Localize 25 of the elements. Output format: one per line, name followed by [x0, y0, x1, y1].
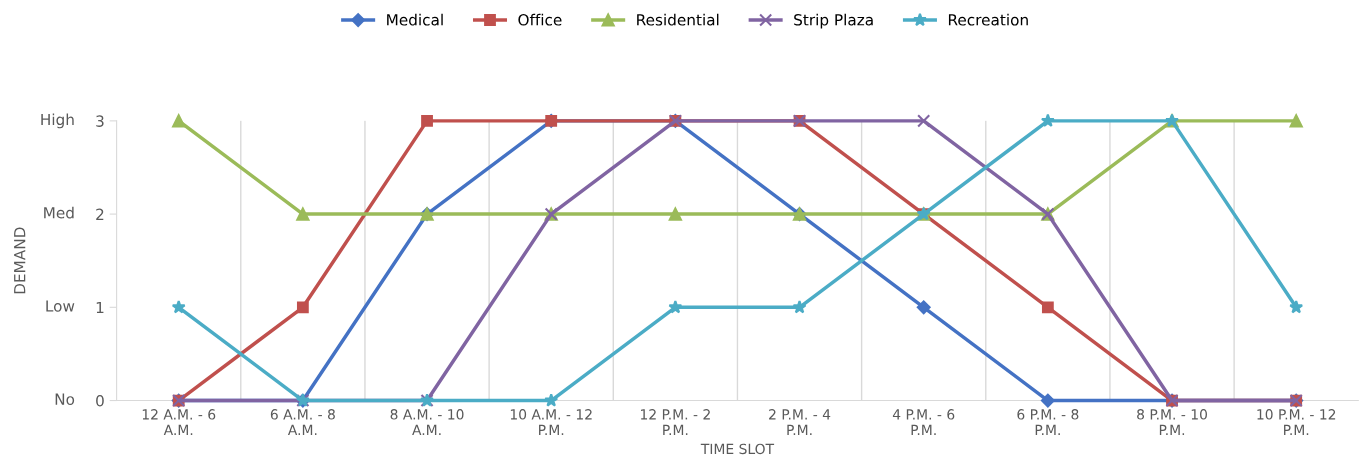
legend-label: Recreation [948, 13, 1028, 26]
legend-label: Medical [387, 13, 443, 26]
x-tick-label: 10 A.M. - 12 P.M. [510, 409, 592, 435]
x-tick-label: 6 P.M. - 8 P.M. [1017, 409, 1079, 435]
legend-label: Strip Plaza [794, 13, 873, 29]
x-tick-label: 12 P.M. - 2 P.M. [641, 409, 710, 435]
y-tick-label: 2 [96, 208, 104, 220]
text: No [55, 393, 75, 405]
y-tick-label: 1 [96, 301, 104, 314]
x-tick-label: 8 A.M. - 10 A.M. [390, 409, 464, 435]
x-axis-title: TIME SLOT [700, 443, 775, 455]
text: Med [44, 206, 74, 219]
x-tick-label: 12 A.M. - 6 A.M. [142, 409, 216, 435]
y-tick-label: 0 [96, 395, 104, 407]
x-tick-label: 6 A.M. - 8 A.M. [270, 409, 335, 435]
x-tick-label: 10 P.M. - 12 P.M. [1257, 409, 1336, 435]
y-tick-label: 3 [96, 115, 104, 127]
legend-label: Office [518, 13, 562, 26]
text: High [41, 113, 74, 129]
x-tick-label: 8 P.M. - 10 P.M. [1137, 409, 1207, 435]
y-axis-title: DEMAND [14, 227, 26, 294]
x-tick-label: 2 P.M. - 4 P.M. [769, 409, 831, 435]
text: Low [46, 300, 75, 312]
x-tick-label: 4 P.M. - 6 P.M. [892, 409, 955, 435]
legend-label: Residential [637, 13, 719, 26]
